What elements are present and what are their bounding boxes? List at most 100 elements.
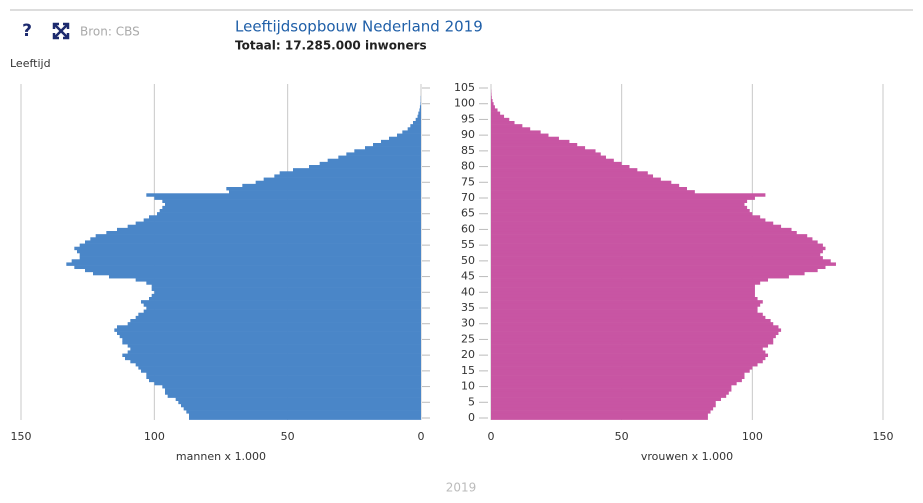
- bar: [491, 350, 766, 354]
- bar: [354, 149, 421, 153]
- bar: [491, 275, 789, 279]
- bar: [79, 243, 422, 248]
- bar: [167, 394, 421, 398]
- bar: [491, 391, 729, 395]
- x-tick-label: 0: [418, 430, 425, 443]
- bar: [122, 341, 421, 345]
- bar: [109, 275, 421, 279]
- bar: [491, 328, 782, 332]
- y-tick-label: 45: [461, 270, 475, 283]
- y-tick-label: 50: [461, 254, 475, 267]
- bar: [491, 381, 737, 386]
- bar: [138, 366, 422, 370]
- bar: [135, 363, 421, 367]
- bar: [381, 139, 421, 144]
- bar: [491, 337, 774, 342]
- y-tick-label: 20: [461, 348, 475, 361]
- bar: [491, 227, 792, 232]
- bar: [491, 209, 750, 213]
- bar: [491, 158, 614, 163]
- x-axis-label: mannen x 1.000: [176, 450, 266, 463]
- y-tick-label: 60: [461, 222, 475, 235]
- bar: [242, 183, 421, 188]
- bar: [149, 378, 421, 383]
- bar: [491, 306, 758, 310]
- bar: [149, 297, 421, 301]
- bar: [491, 127, 531, 131]
- bar: [491, 268, 818, 273]
- bar: [162, 385, 422, 389]
- x-tick-label: 50: [615, 430, 629, 443]
- y-tick-label: 100: [454, 97, 475, 110]
- bar: [491, 334, 776, 339]
- bar: [165, 391, 421, 395]
- bar: [491, 287, 755, 292]
- bar: [135, 315, 421, 320]
- bar: [491, 290, 755, 295]
- bar: [491, 344, 769, 348]
- bar: [418, 111, 421, 116]
- bar: [491, 130, 541, 134]
- bar: [162, 205, 422, 210]
- y-tick-label: 95: [461, 112, 475, 125]
- bar: [491, 133, 549, 138]
- bar: [491, 356, 766, 361]
- bar: [419, 105, 421, 109]
- y-tick-label: 65: [461, 207, 475, 220]
- bar: [491, 353, 769, 358]
- help-icon[interactable]: ?: [22, 21, 32, 41]
- bar: [74, 265, 421, 270]
- bar: [491, 149, 596, 153]
- bar: [491, 265, 826, 270]
- bar: [491, 117, 510, 122]
- bar: [263, 177, 421, 182]
- bar: [491, 375, 745, 380]
- x-tick-label: 50: [281, 430, 295, 443]
- bar: [77, 249, 421, 254]
- bar: [127, 224, 422, 229]
- bar: [226, 187, 421, 191]
- bar: [119, 334, 422, 339]
- bar: [127, 322, 422, 326]
- bar: [491, 161, 622, 166]
- bar: [79, 253, 422, 257]
- bar: [491, 394, 727, 398]
- bar: [327, 158, 421, 163]
- bar: [135, 221, 421, 226]
- bar: [491, 196, 755, 200]
- fullscreen-icon[interactable]: [52, 22, 70, 40]
- bar: [154, 196, 422, 200]
- y-tick-label: 70: [461, 191, 475, 204]
- bar: [143, 303, 421, 307]
- bar: [93, 271, 421, 276]
- y-tick-label: 30: [461, 317, 475, 330]
- bar: [491, 331, 779, 336]
- bar: [90, 237, 421, 241]
- bar: [146, 306, 422, 310]
- bar: [165, 388, 421, 392]
- bar: [491, 322, 774, 326]
- bar: [417, 114, 421, 119]
- bar: [420, 102, 421, 106]
- bar: [389, 136, 421, 141]
- bar: [130, 359, 422, 364]
- bar: [127, 344, 422, 348]
- y-tick-label: 75: [461, 175, 475, 188]
- bar: [117, 227, 421, 232]
- y-tick-label: 85: [461, 144, 475, 157]
- bar: [491, 177, 661, 182]
- bar: [491, 378, 742, 383]
- bar: [159, 209, 421, 213]
- bar: [491, 271, 805, 276]
- bar: [402, 130, 421, 134]
- bar: [491, 309, 758, 314]
- bar: [491, 212, 753, 216]
- bar: [491, 319, 771, 323]
- bar: [491, 111, 501, 116]
- bar: [491, 221, 774, 226]
- bar: [491, 407, 714, 411]
- bar: [491, 413, 708, 417]
- bar: [491, 136, 559, 141]
- bar: [491, 143, 578, 147]
- bar: [491, 187, 687, 191]
